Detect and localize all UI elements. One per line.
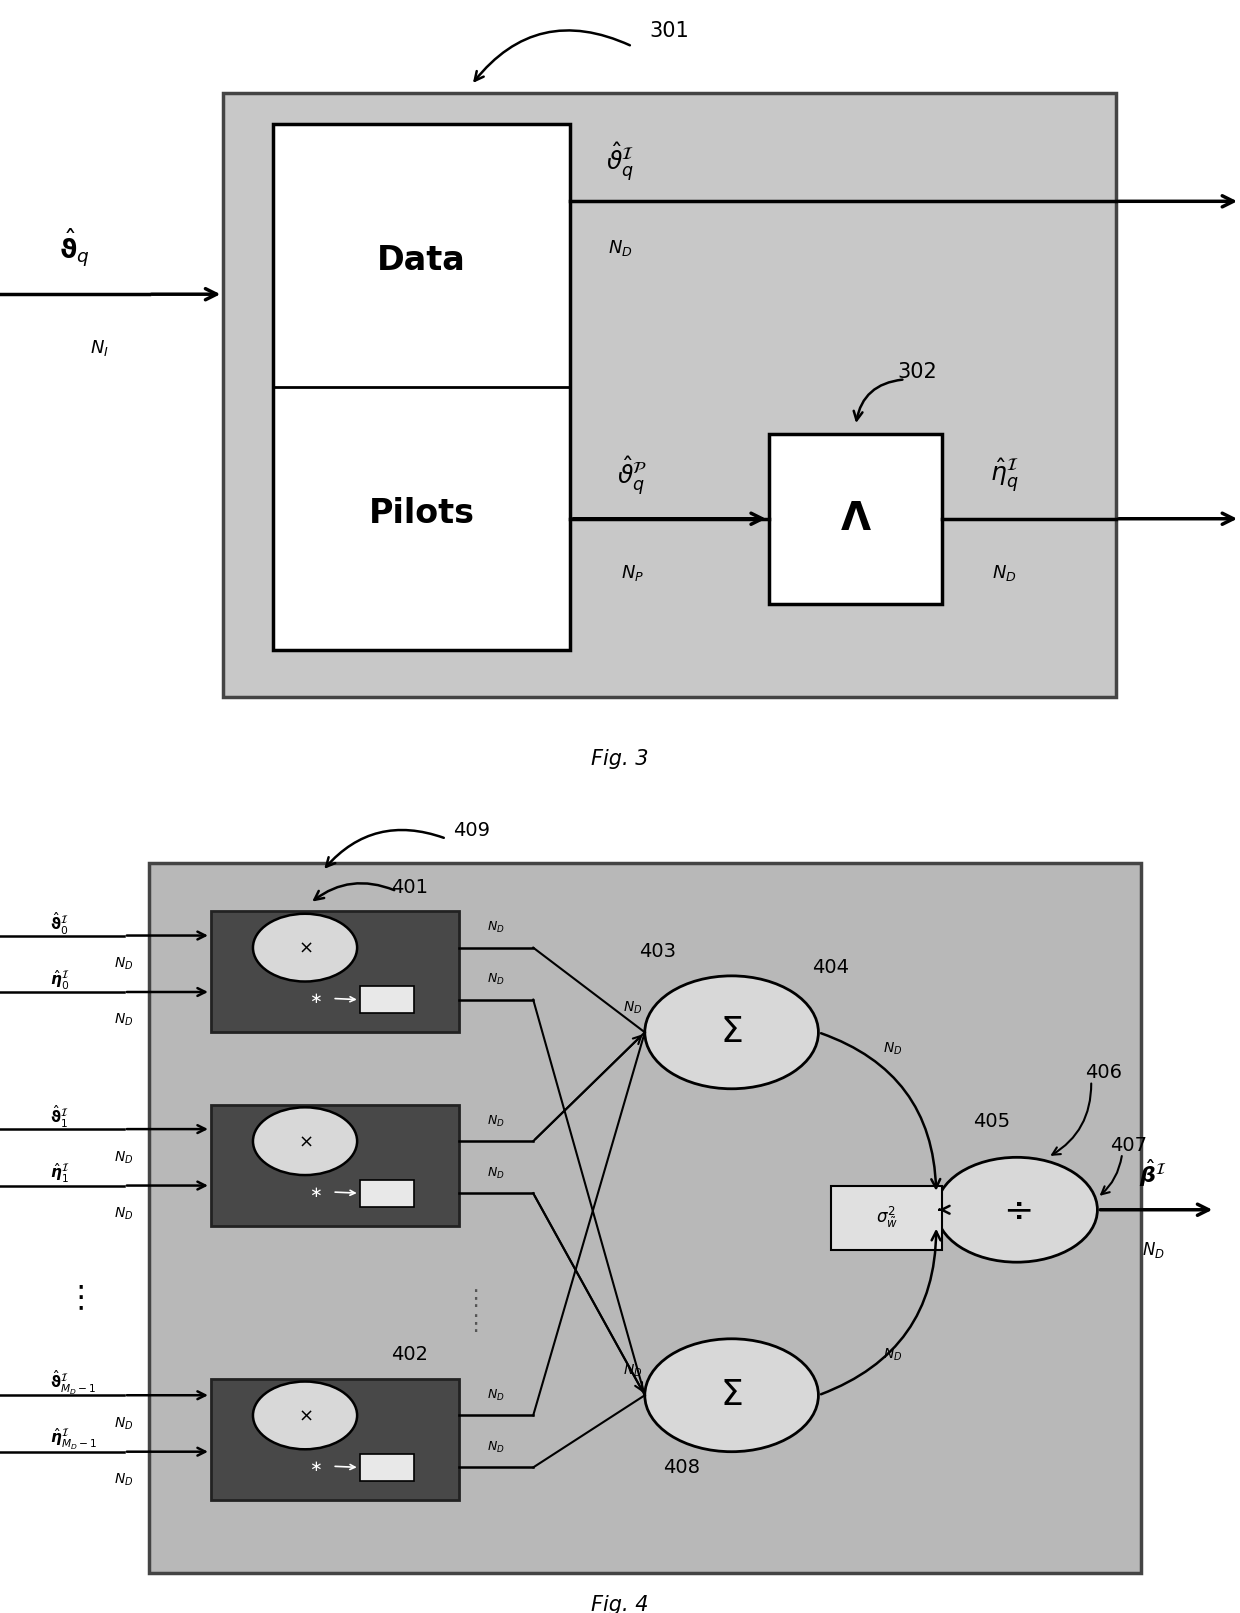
Text: 302: 302 [898, 361, 937, 382]
Bar [360, 1181, 414, 1207]
Text: $N_D$: $N_D$ [622, 1363, 642, 1379]
Text: $N_P$: $N_P$ [621, 563, 644, 582]
Text: Fig. 4: Fig. 4 [591, 1595, 649, 1613]
Text: 405: 405 [973, 1111, 1011, 1131]
Text: $\div$: $\div$ [1003, 1192, 1030, 1227]
Text: $\vdots$: $\vdots$ [64, 1284, 84, 1313]
Text: $N_D$: $N_D$ [487, 919, 505, 936]
Text: $N_D$: $N_D$ [114, 1415, 134, 1432]
Text: $N_D$: $N_D$ [487, 1440, 505, 1455]
Text: $\times$: $\times$ [298, 1407, 312, 1424]
Text: $N_D$: $N_D$ [608, 237, 632, 258]
Text: $\hat{\vartheta}_q^{\mathcal{P}}$: $\hat{\vartheta}_q^{\mathcal{P}}$ [618, 455, 647, 498]
Text: $\times$: $\times$ [298, 939, 312, 957]
Bar [273, 124, 570, 650]
Bar [360, 1455, 414, 1481]
Text: $\hat{\eta}_q^{\mathcal{I}}$: $\hat{\eta}_q^{\mathcal{I}}$ [990, 456, 1019, 495]
Text: $N_D$: $N_D$ [883, 1347, 903, 1363]
Bar [831, 1186, 942, 1250]
Text: $\ast$: $\ast$ [309, 1458, 321, 1474]
Text: $\Sigma$: $\Sigma$ [720, 1378, 743, 1413]
Circle shape [253, 913, 357, 981]
Text: $\times$: $\times$ [298, 1132, 312, 1150]
Text: 401: 401 [391, 877, 428, 897]
Text: $\ast$: $\ast$ [309, 990, 321, 1007]
Circle shape [645, 1339, 818, 1452]
Text: $N_D$: $N_D$ [114, 1205, 134, 1223]
Bar [211, 1105, 459, 1226]
Text: $N_D$: $N_D$ [114, 955, 134, 973]
Text: $N_D$: $N_D$ [114, 1011, 134, 1029]
Text: $N_I$: $N_I$ [89, 339, 109, 358]
Circle shape [936, 1158, 1097, 1261]
Text: 402: 402 [391, 1345, 428, 1365]
Text: Data: Data [377, 244, 466, 277]
Text: $\hat{\vartheta}_q^{\mathcal{I}}$: $\hat{\vartheta}_q^{\mathcal{I}}$ [606, 140, 634, 184]
Circle shape [253, 1381, 357, 1448]
Text: $N_D$: $N_D$ [487, 973, 505, 987]
Text: $\vdots$: $\vdots$ [464, 1311, 479, 1334]
Text: $\hat{\boldsymbol{\vartheta}}_0^{\mathcal{I}}$: $\hat{\boldsymbol{\vartheta}}_0^{\mathca… [50, 910, 68, 937]
Text: 408: 408 [663, 1458, 701, 1478]
Circle shape [253, 1108, 357, 1174]
Bar [223, 94, 1116, 697]
Text: $N_D$: $N_D$ [622, 1000, 642, 1016]
Text: $N_D$: $N_D$ [1142, 1240, 1164, 1260]
Bar [360, 986, 414, 1013]
Text: 403: 403 [639, 942, 676, 961]
Text: $\hat{\boldsymbol{\vartheta}}_q$: $\hat{\boldsymbol{\vartheta}}_q$ [60, 226, 89, 269]
Text: $\mathbf{\Lambda}$: $\mathbf{\Lambda}$ [839, 500, 872, 537]
Text: Pilots: Pilots [368, 497, 475, 531]
Text: $N_D$: $N_D$ [883, 1040, 903, 1057]
Text: $\hat{\boldsymbol{\eta}}_1^{\mathcal{I}}$: $\hat{\boldsymbol{\eta}}_1^{\mathcal{I}}… [50, 1161, 69, 1186]
Text: $\hat{\boldsymbol{\beta}}^{\mathcal{I}}$: $\hat{\boldsymbol{\beta}}^{\mathcal{I}}$ [1140, 1158, 1167, 1189]
Text: 301: 301 [650, 21, 689, 40]
Text: $\vdots$: $\vdots$ [464, 1287, 479, 1310]
Bar [211, 911, 459, 1032]
Text: $\Sigma$: $\Sigma$ [720, 1015, 743, 1050]
Text: $\hat{\boldsymbol{\vartheta}}_1^{\mathcal{I}}$: $\hat{\boldsymbol{\vartheta}}_1^{\mathca… [50, 1103, 68, 1131]
Text: $\ast$: $\ast$ [309, 1184, 321, 1200]
Text: $\hat{\boldsymbol{\eta}}_0^{\mathcal{I}}$: $\hat{\boldsymbol{\eta}}_0^{\mathcal{I}}… [50, 968, 69, 992]
Text: $\hat{\boldsymbol{\eta}}_{M_D-1}^{\mathcal{I}}$: $\hat{\boldsymbol{\eta}}_{M_D-1}^{\mathc… [50, 1428, 97, 1452]
Bar [149, 863, 1141, 1573]
Text: $N_D$: $N_D$ [114, 1148, 134, 1166]
Text: 404: 404 [812, 958, 849, 977]
Text: 407: 407 [1110, 1136, 1147, 1155]
Bar [769, 434, 942, 603]
Text: $N_D$: $N_D$ [114, 1471, 134, 1489]
Text: $N_D$: $N_D$ [487, 1113, 505, 1129]
Text: 409: 409 [453, 821, 490, 840]
Circle shape [645, 976, 818, 1089]
Text: $N_D$: $N_D$ [487, 1166, 505, 1181]
Bar [211, 1379, 459, 1500]
Text: 406: 406 [1085, 1063, 1122, 1082]
Text: $N_D$: $N_D$ [487, 1387, 505, 1403]
Text: $N_D$: $N_D$ [992, 563, 1017, 582]
Text: Fig. 3: Fig. 3 [591, 748, 649, 769]
Text: $\hat{\boldsymbol{\vartheta}}_{M_D-1}^{\mathcal{I}}$: $\hat{\boldsymbol{\vartheta}}_{M_D-1}^{\… [50, 1369, 95, 1397]
Text: $\sigma_{\tilde{w}}^2$: $\sigma_{\tilde{w}}^2$ [875, 1205, 898, 1231]
